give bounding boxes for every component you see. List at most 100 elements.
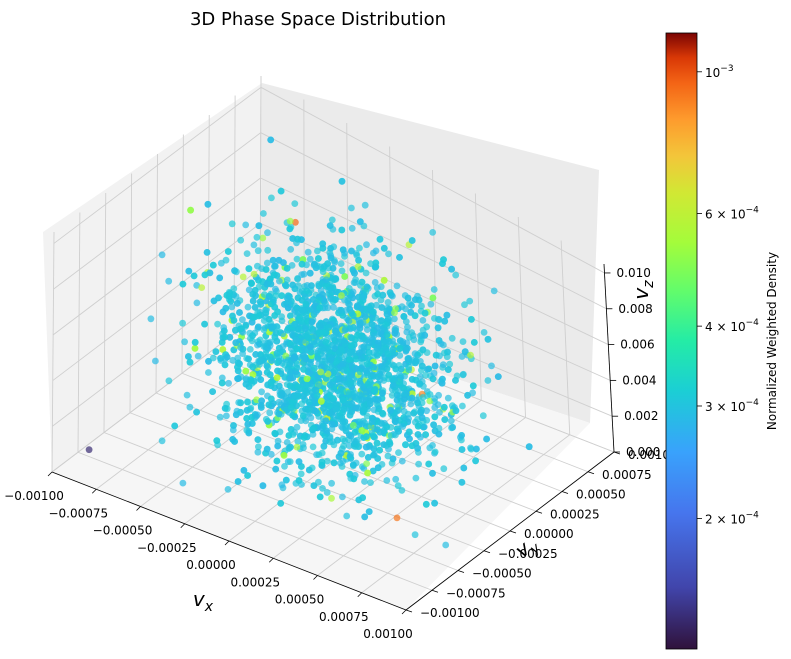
data-point (322, 338, 330, 346)
data-point (229, 436, 237, 443)
data-point (310, 482, 318, 489)
data-point (370, 332, 378, 340)
y-tick-label: −0.00050 (472, 567, 532, 581)
data-point (400, 313, 408, 321)
data-point (374, 408, 382, 415)
data-point (429, 229, 437, 236)
data-point (216, 413, 224, 421)
data-point (354, 302, 361, 310)
data-point (308, 464, 316, 472)
data-point (158, 437, 166, 445)
data-point (396, 345, 404, 352)
data-point (347, 451, 354, 458)
data-point (279, 330, 287, 338)
data-point (443, 353, 451, 361)
data-point (287, 426, 295, 433)
data-point (274, 437, 282, 445)
x-tick-mark (180, 523, 186, 529)
data-point (298, 306, 306, 314)
grid-left-y (103, 192, 107, 433)
data-point (440, 403, 448, 411)
data-point (230, 285, 238, 293)
data-point (234, 363, 241, 371)
data-point (309, 443, 317, 451)
data-point (235, 399, 243, 406)
data-point (379, 368, 386, 375)
data-point (328, 420, 336, 428)
data-point (240, 467, 248, 474)
x-axis-label: vx (193, 587, 214, 615)
data-point (165, 277, 173, 285)
data-point (364, 354, 372, 362)
data-point (411, 531, 419, 539)
data-point (372, 397, 380, 404)
data-point (298, 400, 305, 408)
data-point (446, 360, 454, 368)
data-point (243, 415, 251, 422)
data-point (352, 365, 360, 372)
data-point (398, 487, 406, 494)
data-point (422, 500, 430, 508)
y-tick-mark (405, 609, 413, 613)
data-point (267, 378, 275, 386)
data-point (339, 435, 347, 443)
data-point (348, 247, 355, 255)
data-point (288, 330, 296, 338)
data-point (362, 367, 370, 375)
data-point (384, 452, 392, 460)
data-point (320, 353, 328, 361)
data-point (391, 329, 399, 337)
data-point (245, 427, 253, 435)
data-point (392, 387, 399, 394)
data-point (490, 287, 498, 295)
data-point (386, 289, 394, 297)
z-tick-label: 0.004 (622, 373, 656, 387)
data-point (361, 478, 368, 485)
data-point (226, 290, 234, 297)
data-point (248, 280, 255, 287)
colorbar-tick-label: 10−3 (705, 64, 734, 80)
data-point (350, 324, 357, 331)
data-point (525, 443, 533, 451)
data-point (294, 438, 302, 445)
data-point (430, 421, 437, 429)
data-point (257, 350, 264, 358)
data-point (374, 324, 382, 332)
data-point (426, 391, 434, 398)
data-point (245, 355, 252, 363)
data-point (300, 444, 307, 452)
data-point (385, 361, 392, 368)
data-point (198, 284, 206, 291)
data-point (295, 458, 303, 465)
data-point (417, 408, 424, 416)
data-point (403, 328, 411, 336)
data-point (379, 390, 386, 397)
y-tick-mark (561, 491, 569, 494)
data-point (287, 312, 294, 320)
data-point (264, 229, 271, 237)
data-point (343, 512, 351, 520)
data-point (350, 421, 357, 429)
data-point (239, 273, 247, 281)
data-point (421, 309, 429, 317)
data-point (319, 329, 326, 336)
data-point (431, 499, 438, 507)
data-point (304, 248, 312, 256)
data-point (339, 493, 346, 501)
y-tick-label: 0.00025 (550, 507, 600, 521)
data-point (423, 416, 431, 424)
data-point (212, 348, 220, 355)
x-tick-mark (224, 540, 230, 546)
data-point (262, 266, 270, 273)
data-point (306, 255, 314, 263)
data-point (348, 342, 355, 350)
data-point (361, 201, 369, 209)
data-point (443, 311, 451, 319)
data-point (286, 382, 294, 389)
data-point (411, 408, 419, 416)
data-point (267, 280, 275, 288)
data-point (242, 323, 249, 330)
data-point (227, 297, 235, 305)
grid-back-z (260, 177, 609, 345)
data-point (382, 321, 389, 328)
